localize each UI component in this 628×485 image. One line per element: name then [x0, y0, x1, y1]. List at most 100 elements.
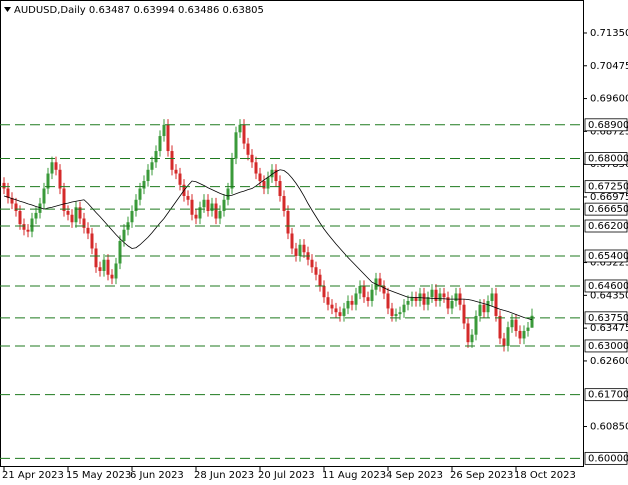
candle-body: [330, 304, 334, 309]
candle-body: [106, 259, 110, 275]
candle-body: [294, 248, 298, 256]
candle-body: [174, 169, 178, 174]
candle-body: [486, 300, 490, 313]
candle-body: [350, 300, 354, 305]
candle-body: [450, 300, 454, 309]
candle-body: [270, 169, 274, 178]
candle-body: [166, 124, 170, 152]
candle-body: [90, 233, 94, 249]
candle-body: [54, 162, 58, 170]
header-open: 0.63487: [89, 5, 130, 16]
candle-body: [434, 289, 438, 301]
level-label-box: [584, 219, 628, 233]
level-label-box: [584, 180, 628, 194]
candle-body: [386, 293, 390, 309]
candle-body: [526, 327, 530, 331]
x-tick-label: 21 Apr 2023: [2, 470, 64, 481]
y-tick-label: 0.66975: [590, 192, 628, 203]
candle-body: [430, 289, 434, 298]
level-label: 0.60000: [588, 453, 628, 464]
candle-body: [2, 182, 6, 189]
candle-body: [478, 304, 482, 316]
candle-body: [214, 203, 218, 219]
candle-body: [98, 267, 102, 271]
candle-body: [290, 233, 294, 249]
candle-body: [390, 308, 394, 316]
candle-body: [186, 196, 190, 200]
candle-body: [150, 162, 154, 170]
level-label: 0.68000: [588, 154, 628, 165]
header-high: 0.63994: [133, 5, 174, 16]
candle-body: [222, 199, 226, 212]
candle-body: [230, 158, 234, 189]
level-label: 0.68900: [588, 120, 628, 131]
candle-body: [74, 207, 78, 223]
candle-body: [462, 304, 466, 324]
candle-body: [470, 334, 474, 343]
candle-body: [206, 199, 210, 212]
candle-body: [154, 151, 158, 163]
candle-body: [466, 323, 470, 343]
level-label: 0.66650: [588, 204, 628, 215]
x-tick-label: 6 Jun 2023: [130, 470, 184, 481]
candle-body: [66, 211, 70, 215]
candle-body: [426, 297, 430, 305]
candle-body: [518, 330, 522, 339]
header: AUDUSD,Daily 0.63487 0.63994 0.63486 0.6…: [14, 5, 264, 16]
candle-body: [190, 199, 194, 215]
candle-body: [210, 203, 214, 212]
candle-body: [258, 173, 262, 182]
candle-body: [58, 169, 62, 189]
moving-average: [3, 169, 533, 321]
candle-body: [14, 203, 18, 212]
candle-body: [406, 300, 410, 305]
level-label: 0.67250: [588, 182, 628, 193]
candle-body: [278, 181, 282, 197]
candle-body: [78, 207, 82, 219]
level-label-box: [584, 339, 628, 353]
candle-body: [414, 297, 418, 301]
y-tick-label: 0.65225: [590, 258, 628, 269]
candle-body: [110, 274, 114, 279]
candle-body: [234, 132, 238, 159]
candle-body: [162, 124, 166, 137]
candle-body: [410, 297, 414, 301]
level-label-box: [584, 388, 628, 402]
menu-icon: [4, 7, 11, 12]
candle-body: [282, 196, 286, 212]
y-tick-label: 0.60850: [590, 422, 628, 433]
candle-body: [194, 214, 198, 219]
level-label-box: [584, 202, 628, 216]
candle-body: [482, 304, 486, 313]
level-label: 0.66200: [588, 221, 628, 232]
candle-body: [50, 162, 54, 174]
x-tick-label: 20 Jul 2023: [258, 470, 315, 481]
candle-body: [498, 315, 502, 339]
candle-body: [454, 293, 458, 301]
candle-body: [38, 203, 42, 213]
candle-body: [398, 312, 402, 315]
candle-body: [310, 259, 314, 268]
candle-body: [314, 267, 318, 275]
candle-body: [42, 188, 46, 204]
candle-body: [130, 211, 134, 223]
candle-body: [226, 188, 230, 200]
candle-body: [354, 293, 358, 305]
candle-body: [82, 218, 86, 228]
symbol: AUDUSD,Daily: [14, 5, 86, 16]
candle-body: [370, 289, 374, 301]
level-label-box: [584, 249, 628, 263]
level-label-box: [584, 152, 628, 165]
candle-body: [178, 173, 182, 185]
candle-body: [262, 181, 266, 189]
candle-body: [242, 124, 246, 144]
level-label: 0.63000: [588, 341, 628, 352]
candle-body: [250, 154, 254, 163]
candle-body: [494, 293, 498, 316]
candle-body: [394, 314, 398, 316]
level-label: 0.64600: [588, 281, 628, 292]
candle-body: [254, 162, 258, 174]
candle-body: [202, 199, 206, 208]
